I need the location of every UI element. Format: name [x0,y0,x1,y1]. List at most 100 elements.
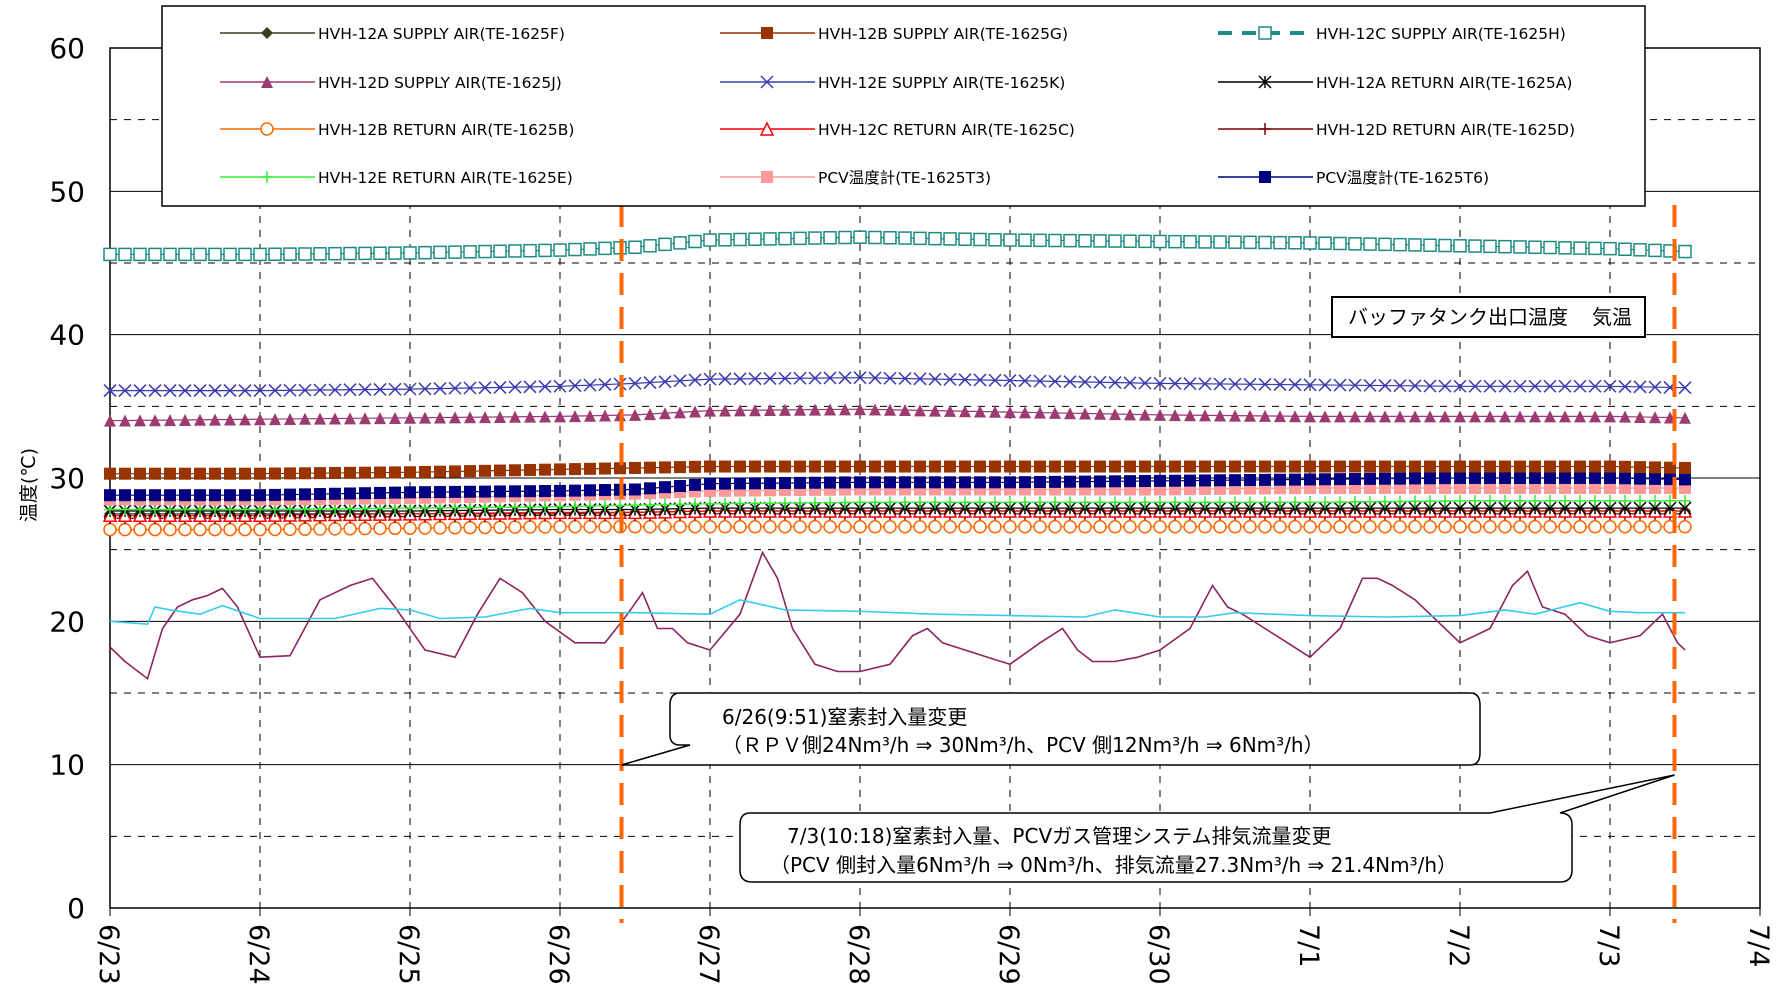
data-point [314,412,326,425]
data-point [1169,409,1181,422]
data-point [1558,519,1572,534]
data-point [403,382,417,396]
data-point [839,460,851,473]
data-point [1228,377,1242,391]
data-point [194,503,206,516]
data-point [343,246,357,261]
y-axis-ticks: 0 10 20 30 40 50 60 [49,32,85,925]
data-point [463,520,477,535]
data-point [358,246,372,261]
data-point [943,519,957,534]
data-point [261,27,273,39]
data-point [643,376,657,390]
legend-item: HVH-12A SUPPLY AIR(TE-1625F) [220,25,565,43]
data-point [1439,482,1451,495]
data-point [644,498,656,511]
callout-1-title: 6/26(9:51)窒素封入量変更 [722,705,967,729]
data-point [869,496,881,509]
y-tick-label: 10 [49,749,85,782]
data-point [1469,460,1481,473]
x-tick-label: 6/24 [243,924,274,985]
inline-legend-frame [1331,296,1646,338]
data-point [988,233,1002,247]
x-tick-label: 7/4 [1743,924,1774,967]
data-point [1544,494,1556,507]
data-point [1094,460,1106,473]
data-point [104,467,116,480]
data-point [628,376,642,390]
data-point [388,246,402,260]
data-point [761,171,773,183]
data-point [958,373,972,387]
data-point [1469,494,1481,507]
data-point [178,522,192,537]
data-point [778,519,792,534]
data-point [884,403,896,416]
data-point [1334,473,1346,486]
data-point [1049,460,1061,473]
data-point [793,371,807,385]
data-point [673,236,687,250]
data-point [644,461,656,474]
data-point [1109,475,1121,488]
data-point [1394,472,1406,485]
data-point [1168,377,1182,391]
data-point [1349,460,1361,473]
data-point [1349,473,1361,486]
data-point [1424,482,1436,495]
data-point [1454,482,1466,495]
data-point [1484,460,1496,473]
data-point [1334,410,1346,423]
data-point [1198,235,1212,249]
data-point [509,485,521,498]
data-point [1304,496,1316,509]
data-point [748,232,762,246]
data-point [1559,494,1571,507]
data-point [134,489,146,502]
data-point [464,485,476,498]
data-point [373,521,387,536]
legend: HVH-12A SUPPLY AIR(TE-1625F) HVH-12B SUPP… [161,5,1646,207]
data-point [1214,496,1226,509]
data-point [793,519,807,534]
data-point [254,467,266,480]
data-point [943,372,957,386]
data-point [239,489,251,502]
data-point [1138,376,1152,390]
data-point [434,465,446,478]
data-point [899,460,911,473]
data-point [1649,482,1661,495]
data-point [1033,519,1047,534]
data-point [734,477,746,490]
series-line [109,550,1686,681]
data-point [523,380,537,394]
data-point [538,520,552,534]
data-point [779,497,791,510]
data-point [808,231,822,245]
data-point [1679,473,1691,486]
data-point [599,484,611,497]
data-point [898,231,912,245]
data-point [1153,519,1167,534]
data-point [1078,375,1092,389]
data-point [1363,378,1377,392]
y-tick-label: 60 [49,32,85,65]
data-point [1514,472,1526,484]
data-point [614,462,626,475]
data-point [193,384,207,398]
data-point [1139,408,1151,421]
data-point [1199,409,1211,422]
data-point [809,403,821,416]
data-point [689,478,701,491]
data-point [1004,406,1016,419]
data-point [344,502,356,515]
data-point [523,520,537,534]
data-point [1048,233,1062,248]
data-point [1319,496,1331,509]
data-point [224,503,236,516]
data-point [883,519,897,534]
data-point [434,486,446,499]
data-point [1364,460,1376,473]
data-point [479,411,491,424]
data-point [1184,474,1196,487]
